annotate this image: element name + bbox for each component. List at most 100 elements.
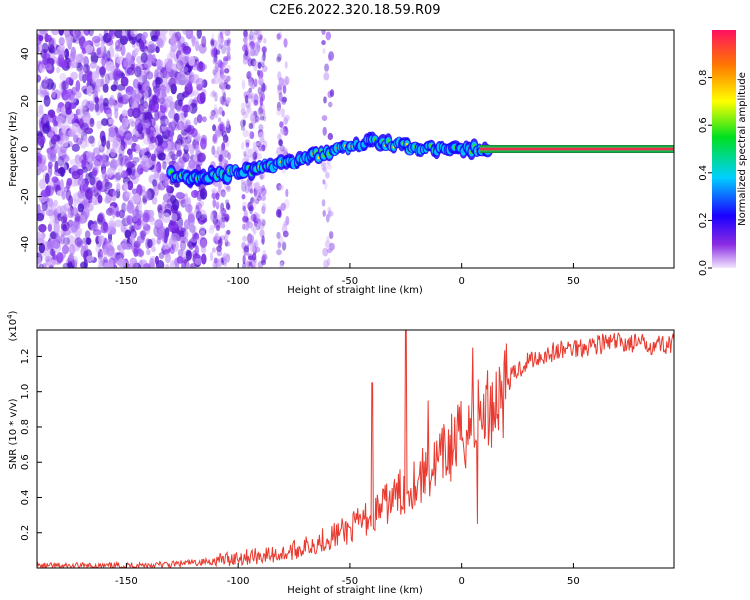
noise-blob bbox=[85, 44, 94, 54]
top-x-ticks: -150 -100 -50 0 50 bbox=[115, 263, 580, 287]
noise-blob bbox=[49, 145, 58, 156]
noise-blob bbox=[104, 196, 111, 204]
noise-blob bbox=[253, 145, 258, 153]
noise-blob bbox=[60, 81, 66, 91]
noise-blob bbox=[246, 106, 252, 114]
noise-blob bbox=[220, 96, 227, 106]
noise-blob bbox=[212, 124, 217, 132]
noise-blob bbox=[179, 56, 187, 65]
noise-blob bbox=[217, 182, 222, 193]
noise-blob bbox=[200, 137, 207, 150]
noise-blob bbox=[259, 135, 265, 143]
noise-blob bbox=[261, 61, 265, 68]
noise-blob bbox=[199, 188, 208, 200]
noise-blob bbox=[242, 235, 247, 242]
noise-blob bbox=[144, 90, 149, 100]
noise-blob bbox=[114, 219, 123, 228]
noise-blob bbox=[222, 157, 227, 165]
noise-blob bbox=[84, 127, 94, 135]
noise-blob bbox=[278, 236, 284, 247]
noise-blob bbox=[136, 184, 143, 197]
noise-blob bbox=[91, 71, 97, 82]
noise-blob bbox=[51, 88, 56, 99]
noise-blob bbox=[262, 113, 267, 122]
noise-blob bbox=[67, 261, 75, 268]
noise-blob bbox=[121, 116, 127, 129]
noise-blob bbox=[90, 223, 98, 231]
noise-blob bbox=[83, 30, 91, 36]
noise-blob bbox=[113, 137, 122, 147]
noise-blob bbox=[248, 148, 254, 158]
noise-blob bbox=[252, 253, 257, 261]
noise-blob bbox=[225, 84, 231, 90]
noise-blob bbox=[253, 213, 257, 223]
noise-blob bbox=[240, 125, 246, 131]
noise-blob bbox=[151, 246, 156, 253]
noise-blob bbox=[223, 56, 229, 62]
noise-blob bbox=[144, 190, 152, 201]
noise-blob bbox=[77, 190, 85, 199]
noise-blob bbox=[106, 50, 111, 62]
noise-blob bbox=[222, 62, 227, 68]
noise-blob bbox=[212, 69, 217, 76]
noise-blob bbox=[280, 202, 286, 211]
noise-blob bbox=[248, 205, 255, 212]
noise-blob bbox=[325, 171, 330, 179]
noise-blob bbox=[241, 79, 246, 90]
noise-blob bbox=[263, 37, 267, 44]
noise-blob bbox=[81, 99, 90, 111]
noise-blob bbox=[58, 149, 67, 161]
noise-blob bbox=[252, 259, 257, 268]
noise-blob bbox=[327, 208, 332, 219]
noise-blob bbox=[200, 247, 207, 254]
noise-blob bbox=[37, 152, 43, 163]
noise-blob bbox=[183, 230, 189, 238]
noise-blob bbox=[102, 83, 109, 93]
top-y-axis-label: Frequency (Hz) bbox=[8, 111, 19, 187]
noise-blob bbox=[82, 74, 87, 84]
noise-blob bbox=[65, 180, 71, 190]
noise-blob bbox=[155, 37, 164, 47]
noise-blob bbox=[217, 180, 223, 190]
noise-blob bbox=[261, 184, 266, 192]
noise-blob bbox=[253, 49, 259, 57]
noise-blob bbox=[144, 119, 150, 129]
noise-blob bbox=[223, 252, 227, 262]
noise-blob bbox=[242, 216, 248, 223]
top-y-ticks: -40 -20 0 20 40 bbox=[20, 47, 42, 252]
noise-blob bbox=[137, 103, 145, 115]
colorbar-tick-label: 0.4 bbox=[698, 165, 709, 181]
noise-blob bbox=[224, 184, 230, 190]
bottom-y-tick-label: 0.2 bbox=[20, 525, 31, 541]
noise-blob bbox=[134, 48, 139, 56]
noise-blob bbox=[253, 99, 259, 106]
noise-blob bbox=[63, 202, 71, 211]
noise-blob bbox=[85, 173, 91, 181]
noise-blob bbox=[242, 254, 246, 265]
noise-blob bbox=[262, 108, 266, 116]
noise-blob bbox=[201, 35, 207, 48]
noise-blob bbox=[55, 232, 60, 243]
noise-blob bbox=[120, 170, 129, 179]
noise-blob bbox=[161, 232, 169, 243]
noise-blob bbox=[134, 118, 143, 130]
noise-blob bbox=[283, 198, 290, 209]
noise-blob bbox=[322, 179, 326, 185]
noise-blob bbox=[71, 61, 78, 69]
noise-blob bbox=[261, 144, 266, 152]
noise-blob bbox=[56, 67, 61, 74]
noise-blob bbox=[211, 192, 217, 200]
noise-blob bbox=[64, 48, 70, 60]
noise-blob bbox=[246, 220, 250, 231]
noise-blob bbox=[61, 125, 67, 134]
noise-blob bbox=[325, 31, 332, 41]
noise-blob bbox=[276, 33, 282, 40]
noise-blob bbox=[220, 73, 226, 80]
noise-blob bbox=[247, 88, 253, 99]
noise-blob bbox=[281, 78, 287, 87]
noise-blob bbox=[179, 240, 187, 251]
noise-blob bbox=[164, 227, 170, 238]
noise-blob bbox=[216, 146, 221, 155]
noise-blob bbox=[211, 109, 216, 117]
noise-blob bbox=[137, 210, 143, 220]
